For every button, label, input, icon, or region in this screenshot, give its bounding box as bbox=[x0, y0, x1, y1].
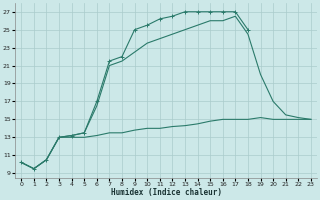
X-axis label: Humidex (Indice chaleur): Humidex (Indice chaleur) bbox=[111, 188, 221, 197]
